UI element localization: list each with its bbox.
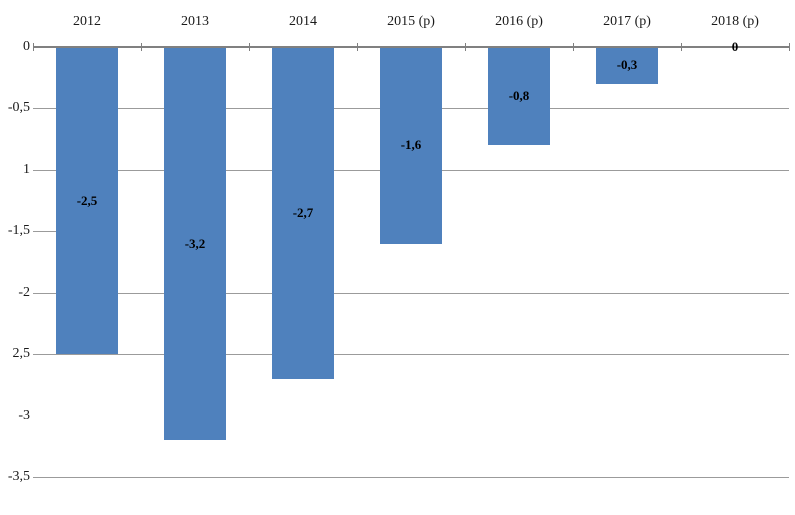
bar-value-label: -2,7: [292, 205, 314, 220]
axis-boundary-tick: [141, 43, 142, 51]
bar: [164, 48, 226, 440]
x-axis-line: [33, 46, 789, 48]
axis-boundary-tick: [681, 43, 682, 51]
category-label: 2012: [73, 14, 101, 29]
y-tick-label: -3: [18, 408, 30, 423]
bar-value-label: 0: [731, 39, 739, 54]
y-tick-label: -0,5: [7, 100, 30, 115]
category-label: 2017 (p): [603, 14, 651, 29]
axis-boundary-tick: [357, 43, 358, 51]
bar-value-label: -3,2: [184, 236, 206, 251]
y-tick-label: 1: [23, 162, 30, 177]
axis-boundary-tick: [465, 43, 466, 51]
gridline: [33, 354, 789, 355]
category-label: 2018 (p): [711, 14, 759, 29]
axis-boundary-tick: [573, 43, 574, 51]
bar: [272, 48, 334, 379]
y-tick-label: 0: [23, 39, 30, 54]
axis-boundary-tick: [33, 43, 34, 51]
gridline-stub: [33, 231, 56, 232]
category-label: 2014: [289, 14, 317, 29]
y-tick-label: 2,5: [12, 346, 31, 361]
bar-value-label: -0,3: [616, 57, 638, 72]
category-label: 2013: [181, 14, 209, 29]
bar: [488, 48, 550, 145]
gridline: [33, 293, 789, 294]
bar: [596, 48, 658, 84]
category-label: 2015 (p): [387, 14, 435, 29]
y-tick-label: -3,5: [7, 469, 30, 484]
y-tick-label: -2: [18, 285, 30, 300]
category-label: 2016 (p): [495, 14, 543, 29]
bar: [56, 48, 118, 354]
bar: [380, 48, 442, 244]
y-tick-label: -1,5: [7, 223, 30, 238]
bar-value-label: -2,5: [76, 193, 98, 208]
axis-boundary-tick: [249, 43, 250, 51]
bar-value-label: -0,8: [508, 88, 530, 103]
bar-value-label: -1,6: [400, 137, 422, 152]
axis-boundary-tick: [789, 43, 790, 51]
gridline: [33, 477, 789, 478]
